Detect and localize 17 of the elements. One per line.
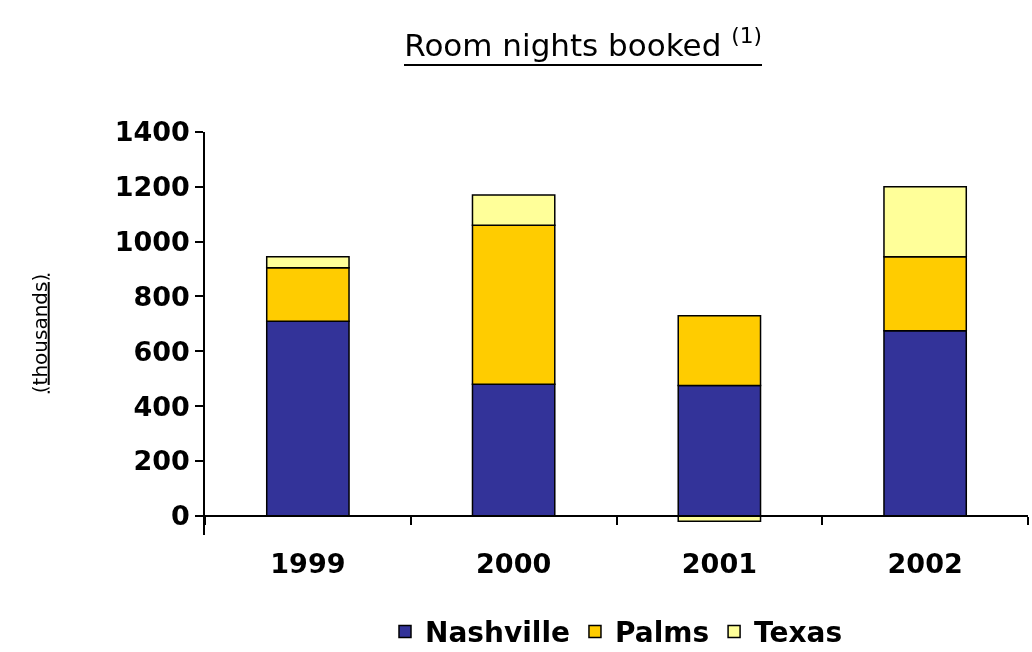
y-tick-label: 400 xyxy=(133,390,190,422)
y-tick-label: 600 xyxy=(133,335,190,367)
x-tick-label: 2001 xyxy=(681,547,757,579)
y-axis-title: (thousands) xyxy=(27,273,52,394)
x-tick-label: 2002 xyxy=(887,547,963,579)
y-tick-label: 800 xyxy=(133,280,190,312)
legend-label: Palms xyxy=(614,616,710,650)
y-tick-label: 1200 xyxy=(114,171,190,203)
chart-title: Room nights booked $^{(1)}$ xyxy=(404,23,762,64)
x-tick-label: 2000 xyxy=(476,547,552,579)
y-tick-label: 0 xyxy=(171,500,190,532)
y-tick-label: 200 xyxy=(133,445,190,477)
legend-label: Texas xyxy=(754,616,843,650)
legend-label: Nashville xyxy=(425,616,570,650)
y-tick-label: 1000 xyxy=(114,226,190,258)
x-tick-label: 1999 xyxy=(270,547,346,579)
y-tick-label: 1400 xyxy=(114,116,190,148)
